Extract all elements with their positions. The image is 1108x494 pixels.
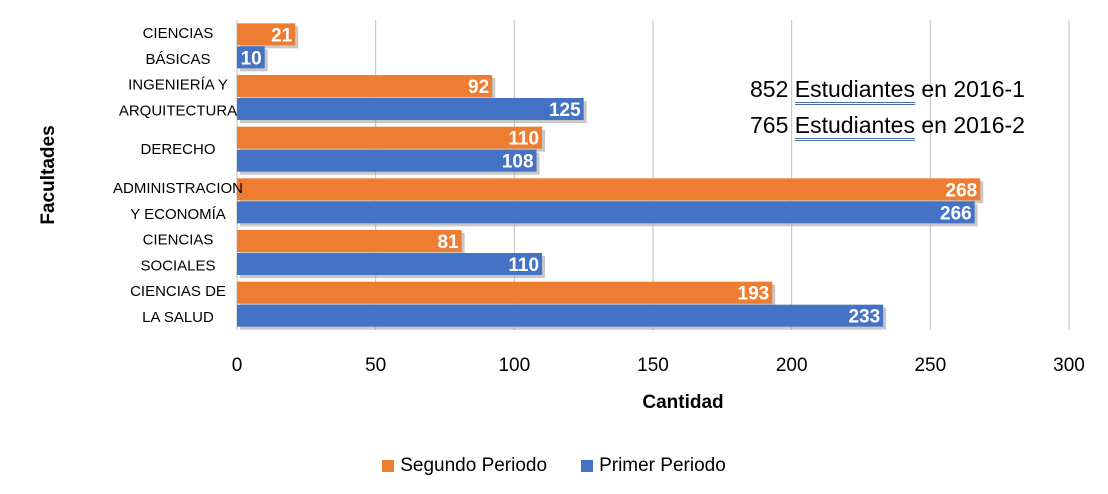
annotation-2016-2: 765 Estudiantes en 2016-2 [750, 112, 1025, 141]
legend-swatch-orange [382, 460, 395, 472]
bar-segundo [237, 23, 296, 46]
x-tick-label: 200 [776, 355, 808, 376]
data-label: 266 [940, 203, 972, 224]
bar-segundo [237, 230, 462, 252]
category-label: CIENCIAS [143, 25, 214, 42]
category-label: ADMINISTRACION [113, 180, 243, 197]
bar-segundo [237, 126, 543, 149]
data-label: 92 [468, 77, 489, 98]
data-label: 81 [437, 232, 459, 253]
annotation-word: Estudiantes [794, 112, 915, 141]
category-label: CIENCIAS DE [130, 283, 226, 300]
category-label: BÁSICAS [145, 51, 210, 68]
category-label: CIENCIAS [143, 232, 214, 249]
annotation-2016-1: 852 Estudiantes en 2016-1 [750, 76, 1025, 105]
annotation-number: 852 [750, 76, 789, 102]
bar-primer [237, 253, 543, 275]
bar-primer [237, 201, 975, 224]
bar-segundo [237, 281, 773, 304]
legend-swatch-blue [581, 460, 594, 472]
legend-label: Segundo Periodo [400, 455, 548, 476]
data-label: 193 [738, 284, 770, 305]
y-axis-title: Facultades [38, 125, 59, 224]
data-label: 110 [508, 129, 539, 150]
x-tick-label: 0 [232, 355, 243, 376]
annotation-rest: en 2016-2 [921, 112, 1025, 138]
x-tick-label: 50 [365, 355, 386, 376]
bar-primer [237, 46, 265, 69]
data-label: 21 [271, 25, 293, 46]
data-label: 110 [508, 255, 539, 276]
data-label: 233 [848, 307, 880, 328]
x-tick-label: 300 [1053, 355, 1085, 376]
legend: Segundo Periodo Primer Periodo [0, 455, 1108, 477]
category-label: DERECHO [140, 141, 215, 158]
x-tick-label: 250 [914, 355, 946, 376]
annotation-word: Estudiantes [794, 76, 915, 105]
legend-label: Primer Periodo [599, 455, 726, 476]
data-label: 108 [502, 152, 534, 173]
data-label: 10 [241, 48, 262, 69]
x-tick-label: 100 [498, 355, 530, 376]
bar-primer [237, 304, 884, 327]
annotation-number: 765 [750, 112, 789, 138]
bar-primer [237, 149, 537, 172]
x-tick-label: 150 [637, 355, 669, 376]
bar-segundo [237, 178, 981, 201]
data-label: 268 [946, 180, 978, 201]
bar-segundo [237, 75, 493, 97]
data-label: 125 [549, 100, 581, 121]
legend-item-segundo: Segundo Periodo [382, 455, 547, 477]
annotation-rest: en 2016-1 [921, 76, 1025, 102]
category-label: SOCIALES [140, 258, 215, 275]
category-label: INGENIERÍA Y [128, 77, 228, 94]
x-axis-title: Cantidad [642, 392, 723, 413]
legend-item-primer: Primer Periodo [581, 455, 726, 477]
category-label: Y ECONOMÍA [130, 206, 226, 223]
category-label: LA SALUD [142, 309, 214, 326]
bar-primer [237, 98, 584, 120]
category-label: ARQUITECTURA [119, 103, 237, 120]
